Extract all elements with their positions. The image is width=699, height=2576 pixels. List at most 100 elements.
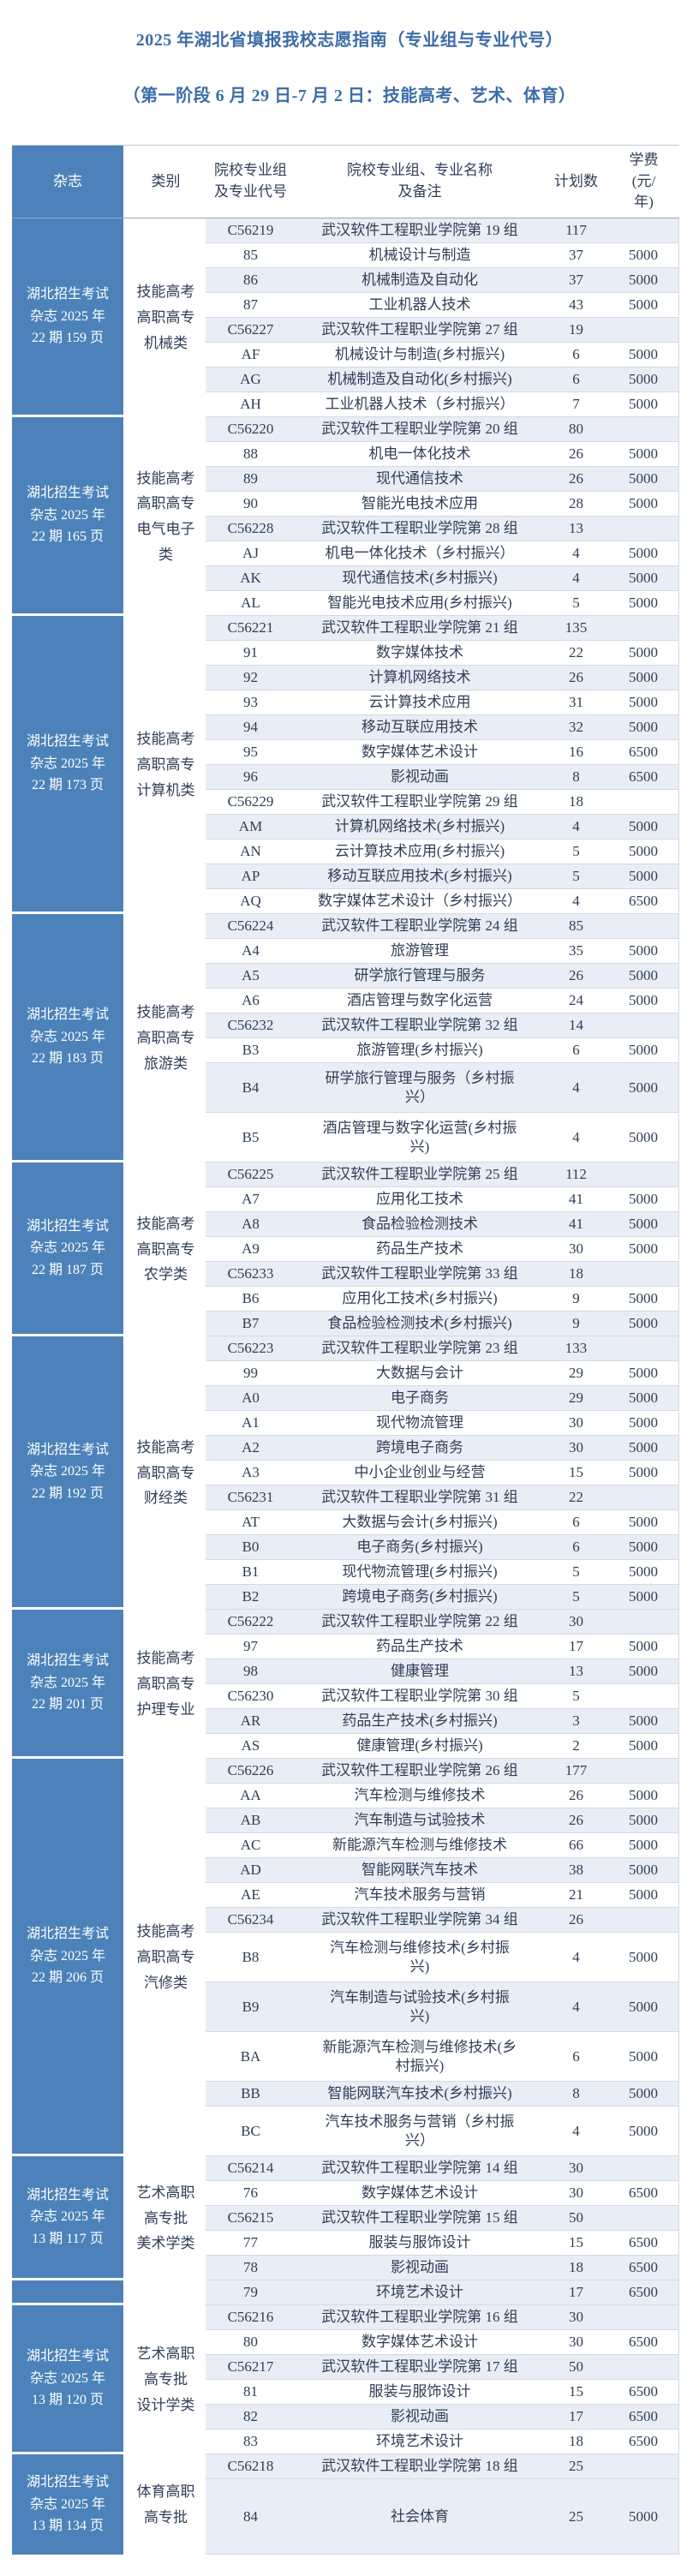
fee-cell: 5000	[629, 644, 658, 661]
section-rows: C56225 武汉软件工程职业学院第 25 组 112 A7 应用化工技术 41 5000 A…	[206, 1162, 679, 1336]
code-cell: 87	[243, 296, 258, 314]
code-cell: A8	[242, 1216, 260, 1233]
major-row: 94 移动互联应用技术 32 5000	[206, 715, 678, 740]
section-rows: C56226 武汉软件工程职业学院第 26 组 177 AA 汽车检测与维修技术 26 50…	[206, 1759, 679, 2156]
fee-cell: 5000	[629, 1737, 658, 1754]
plan-cell: 41	[569, 1191, 583, 1208]
col-header-category: 类别	[151, 172, 181, 189]
major-row: 78 影视动画 18 6500	[206, 2256, 678, 2280]
name-cell: 工业机器人技术	[368, 296, 471, 314]
plan-cell: 14	[569, 1017, 583, 1034]
major-row: B3 旅游管理(乡村振兴) 6 5000	[206, 1038, 678, 1063]
name-cell: 武汉软件工程职业学院第 18 组	[321, 2458, 518, 2475]
plan-cell: 17	[569, 1638, 583, 1655]
category-cell: 技能高考 高职高专 旅游类	[126, 914, 206, 1162]
plan-cell: 6	[572, 346, 580, 363]
major-row: AM 计算机网络技术(乡村振兴) 4 5000	[206, 815, 678, 840]
table-section: 湖北招生考试杂志 2025 年 22 期 183 页技能高考 高职高专 旅游类 C…	[12, 914, 679, 1162]
group-row: C56226 武汉软件工程职业学院第 26 组 177	[206, 1759, 678, 1784]
fee-cell: 5000	[629, 1787, 658, 1804]
major-row: AJ 机电一体化技术（乡村振兴） 4 5000	[206, 541, 678, 566]
major-row: 90 智能光电技术应用 28 5000	[206, 492, 678, 517]
code-cell: AK	[240, 570, 261, 587]
name-cell: 汽车制造与试验技术(乡村振 兴)	[330, 1989, 510, 2024]
code-cell: B5	[242, 1128, 260, 1145]
code-cell: 83	[243, 2433, 258, 2450]
name-cell: 武汉软件工程职业学院第 29 组	[321, 793, 518, 810]
fee-cell: 5000	[629, 719, 658, 736]
code-cell: B4	[242, 1079, 260, 1096]
name-cell: 武汉软件工程职业学院第 23 组	[321, 1340, 518, 1357]
major-row: B1 现代物流管理(乡村振兴) 5 5000	[206, 1560, 678, 1585]
plan-cell: 135	[565, 619, 588, 637]
name-cell: 应用化工技术	[376, 1191, 463, 1208]
major-row: AR 药品生产技术(乡村振兴) 3 5000	[206, 1709, 678, 1734]
category-cell: 技能高考 高职高专 护理专业	[126, 1610, 206, 1759]
plan-cell: 35	[569, 942, 583, 959]
name-cell: 武汉软件工程职业学院第 24 组	[321, 917, 518, 935]
name-cell: 现代通信技术(乡村振兴)	[342, 570, 498, 587]
code-cell: C56231	[227, 1489, 274, 1506]
plan-cell: 5	[572, 868, 580, 885]
fee-cell: 5000	[629, 1588, 658, 1605]
code-cell: 88	[243, 445, 258, 463]
name-cell: 影视动画	[391, 2408, 449, 2425]
table-section: 湖北招生考试杂志 2025 年 13 期 117 页艺术高职 高专批 美术学类 C…	[12, 2156, 679, 2280]
code-cell: 95	[243, 744, 258, 761]
code-cell: C56225	[227, 1166, 274, 1183]
major-row: AN 云计算技术应用(乡村振兴) 5 5000	[206, 840, 678, 864]
plan-cell: 38	[569, 1862, 583, 1879]
plan-cell: 9	[572, 1290, 580, 1307]
group-row: C56231 武汉软件工程职业学院第 31 组 22	[206, 1485, 678, 1510]
name-cell: 新能源汽车检测与维修技术	[332, 1837, 507, 1854]
name-cell: 智能网联汽车技术(乡村振兴)	[327, 2085, 512, 2102]
plan-cell: 7	[572, 396, 580, 413]
fee-cell: 5000	[629, 570, 658, 587]
fee-cell: 5000	[629, 1812, 658, 1829]
major-row: 91 数字媒体技术 22 5000	[206, 641, 678, 666]
code-cell: AA	[240, 1787, 261, 1804]
category-cell: 技能高考 高职高专 汽修类	[126, 1759, 206, 2156]
plan-cell: 5	[572, 843, 580, 860]
code-cell: AR	[240, 1712, 261, 1730]
table-section: 湖北招生考试杂志 2025 年 13 期 134 页体育高职 高专批 C56218…	[12, 2454, 679, 2555]
name-cell: 药品生产技术(乡村振兴)	[342, 1712, 498, 1730]
fee-cell: 6500	[629, 2284, 658, 2301]
name-cell: 武汉软件工程职业学院第 31 组	[321, 1489, 518, 1506]
category-cell: 技能高考 高职高专 电气电子 类	[126, 417, 206, 616]
major-row: BA 新能源汽车检测与维修技术(乡 村振兴) 6 5000	[206, 2032, 678, 2082]
name-cell: 电子商务	[391, 1390, 449, 1407]
code-cell: 92	[243, 669, 258, 686]
name-cell: 研学旅行管理与服务（乡村振 兴）	[325, 1070, 515, 1105]
plan-cell: 26	[569, 1911, 583, 1928]
plan-cell: 24	[569, 992, 583, 1009]
fee-cell: 5000	[629, 1464, 658, 1481]
section-rows: C56221 武汉软件工程职业学院第 21 组 135 91 数字媒体技术 22 5000 9…	[206, 616, 679, 914]
code-cell: A5	[242, 967, 260, 984]
group-row: C56232 武汉软件工程职业学院第 32 组 14	[206, 1013, 678, 1038]
plan-cell: 32	[569, 719, 583, 736]
fee-cell: 5000	[629, 1886, 658, 1904]
magazine-cell: 湖北招生考试杂志 2025 年 22 期 192 页	[12, 1336, 126, 1610]
plan-cell: 25	[569, 2458, 583, 2475]
code-cell: A0	[242, 1390, 260, 1407]
fee-cell: 5000	[629, 1191, 658, 1208]
code-cell: C56214	[227, 2160, 274, 2177]
major-row: A9 药品生产技术 30 5000	[206, 1237, 678, 1262]
name-cell: 武汉软件工程职业学院第 26 组	[321, 1762, 518, 1779]
group-row: C56214 武汉软件工程职业学院第 14 组 30	[206, 2156, 678, 2181]
name-cell: 武汉软件工程职业学院第 16 组	[321, 2309, 518, 2326]
code-cell: BC	[241, 2122, 260, 2139]
name-cell: 计算机网络技术(乡村振兴)	[334, 818, 505, 835]
major-row: A3 中小企业创业与经营 15 5000	[206, 1461, 678, 1485]
name-cell: 影视动画	[391, 2259, 449, 2276]
table-section: 湖北招生考试杂志 2025 年 22 期 173 页技能高考 高职高专 计算机类…	[12, 616, 679, 914]
name-cell: 数字媒体艺术设计	[361, 2185, 478, 2202]
fee-cell: 5000	[629, 1514, 658, 1531]
code-cell: 85	[243, 247, 258, 264]
major-row: B6 应用化工技术(乡村振兴) 9 5000	[206, 1287, 678, 1312]
name-cell: 社会体育	[391, 2507, 449, 2525]
code-cell: AC	[240, 1837, 261, 1854]
name-cell: 食品检验检测技术	[361, 1216, 478, 1233]
name-cell: 药品生产技术	[376, 1638, 463, 1655]
